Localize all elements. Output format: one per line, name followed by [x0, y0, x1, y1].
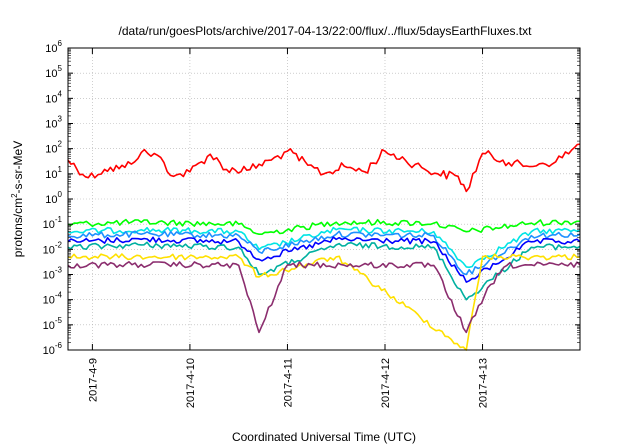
y-tick-label: 106	[45, 39, 62, 55]
y-tick-label: 10-2	[43, 240, 63, 256]
y-tick-label: 10-1	[43, 215, 63, 231]
y-tick-label: 10-3	[43, 266, 63, 282]
y-tick-label: 100	[45, 190, 62, 206]
y-tick-label: 101	[45, 165, 62, 181]
series-line	[67, 253, 581, 351]
series-layer	[67, 143, 581, 351]
x-tick-label: 2017-4-11	[282, 358, 294, 407]
grid	[68, 48, 580, 350]
y-tick-label: 104	[45, 89, 62, 105]
series-line	[67, 143, 581, 193]
series-line	[67, 241, 581, 301]
y-axis-label: protons/cm2-s-sr-MeV	[10, 141, 25, 257]
series-line	[67, 218, 580, 235]
series-line	[67, 230, 581, 276]
y-tick-label: 105	[45, 64, 62, 80]
x-axis-ticks: 2017-4-9 2017-4-10 2017-4-11 2017-4-12 2017-…	[87, 48, 490, 408]
chart-title: /data/run/goesPlots/archive/2017-04-13/2…	[119, 24, 533, 38]
x-tick-label: 2017-4-10	[185, 358, 197, 408]
x-axis-label: Coordinated Universal Time (UTC)	[232, 430, 416, 444]
series-line	[67, 261, 581, 334]
y-tick-label: 102	[45, 140, 62, 156]
y-tick-label: 103	[45, 115, 62, 131]
y-tick-label: 10-4	[43, 291, 63, 307]
y-axis-ticks: 10-6 10-5 10-4 10-3 10-2 10-1 100 101 102 103 104 1…	[43, 39, 580, 357]
y-tick-label: 10-5	[43, 316, 63, 332]
y-tick-label: 10-6	[43, 341, 63, 357]
series-line	[67, 236, 581, 283]
x-tick-label: 2017-4-13	[478, 358, 490, 408]
x-tick-label: 2017-4-9	[87, 358, 99, 402]
x-tick-label: 2017-4-12	[380, 358, 392, 408]
